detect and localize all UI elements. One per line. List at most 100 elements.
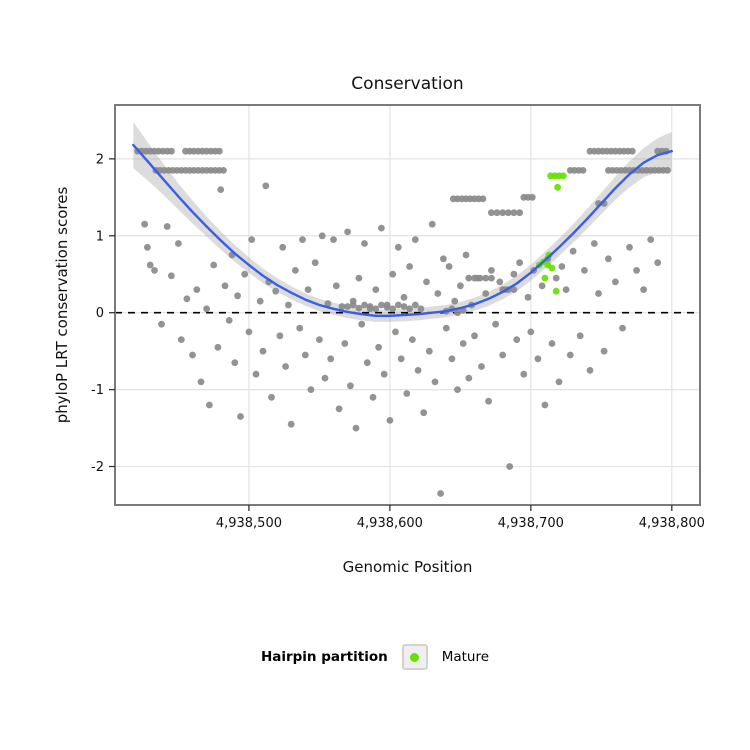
scatter-point-hairpin [640,286,647,293]
scatter-point-hairpin [527,328,535,336]
chart-title: Conservation [351,74,464,94]
scatter-point-hairpin [141,220,149,228]
scatter-point-hairpin [465,374,473,382]
scatter-point-hairpin [457,282,464,290]
scatter-point-hairpin [488,209,495,217]
scatter-point-hairpin [383,301,391,309]
scatter-point-hairpin [168,272,175,280]
scatter-point-hairpin [355,274,363,282]
scatter-point-hairpin [285,301,292,309]
scatter-point-hairpin [193,286,201,293]
scatter-point-hairpin [168,147,175,155]
x-axis-label: Genomic Position [342,558,473,576]
legend-title: Hairpin partition [260,649,388,665]
scatter-point-hairpin [619,324,626,332]
scatter-point-hairpin [144,243,151,251]
scatter-point-hairpin [262,182,270,190]
x-tick-label: 4,938,700 [498,516,564,531]
scatter-point-hairpin [552,274,560,282]
scatter-point-hairpin [524,293,532,301]
scatter-point-hairpin [647,236,655,244]
scatter-point-hairpin [431,378,439,386]
scatter-point-hairpin [516,209,523,217]
scatter-point-hairpin [332,282,340,290]
scatter-point-hairpin [451,297,459,305]
scatter-point-hairpin [664,167,671,174]
scatter-point-hairpin [605,255,612,263]
scatter-point-hairpin [600,347,608,355]
scatter-point-hairpin [654,259,662,267]
scatter-point-hairpin [220,167,227,174]
scatter-point-hairpin [434,290,442,297]
scatter-point-hairpin [513,336,521,343]
scatter-point-hairpin [386,417,394,424]
scatter-point-hairpin [579,167,587,174]
scatter-point-hairpin [492,320,499,328]
scatter-point-hairpin [369,393,377,401]
scatter-point-hairpin [454,309,461,317]
panel-border [114,104,701,506]
scatter-point-hairpin [590,240,598,247]
scatter-point-hairpin [296,324,304,332]
scatter-point-hairpin [210,261,218,269]
scatter-point-hairpin [287,420,295,428]
scatter-point-hairpin [335,405,343,413]
legend-key-mature [401,644,428,670]
y-axis-label: phyloP LRT conservation scores [53,186,71,424]
scatter-point-hairpin [411,301,419,309]
scatter-point-hairpin [510,209,518,217]
scatter-point-hairpin [304,286,312,293]
scatter-point-hairpin [177,336,185,343]
scatter-point-hairpin [488,267,495,274]
plot-panel [115,105,700,505]
scatter-point-hairpin [442,324,450,332]
scatter-point-hairpin [428,220,436,228]
scatter-point-hairpin [465,274,473,282]
scatter-point-hairpin [406,263,413,270]
scatter-point-hairpin [311,259,319,267]
scatter-point-hairpin [581,267,588,274]
scatter-point-mature [552,287,560,295]
scatter-point-hairpin [425,347,433,355]
scatter-point-hairpin [366,305,374,313]
scatter-point-hairpin [151,267,158,274]
scatter-point-hairpin [482,290,490,297]
scatter-point-hairpin [506,463,514,470]
scatter-point-hairpin [324,300,332,307]
legend: Hairpin partition Mature [0,640,750,674]
scatter-point-hairpin [548,340,556,347]
scatter-point-hairpin [316,336,323,343]
scatter-point-hairpin [215,147,223,155]
x-tick-label: 4,938,600 [357,516,423,531]
scatter-point-hairpin [389,270,397,278]
scatter-point-hairpin [206,401,213,409]
y-tick-label: 1 [96,229,104,244]
scatter-point-hairpin [248,236,256,244]
scatter-point-hairpin [411,236,419,244]
scatter-point-hairpin [448,355,456,363]
scatter-point-hairpin [292,267,299,274]
scatter-point-hairpin [146,261,154,269]
scatter-point-hairpin [520,370,528,378]
y-tick-label: -1 [91,383,104,398]
scatter-point-hairpin [189,351,196,359]
scatter-point-hairpin [400,303,408,310]
scatter-point-hairpin [221,282,229,290]
scatter-point-hairpin [344,228,351,236]
scatter-point-hairpin [217,186,225,194]
scatter-point-hairpin [612,278,619,286]
scatter-point-hairpin [555,378,563,386]
scatter-point-hairpin [237,413,244,420]
scatter-point-hairpin [268,393,275,401]
scatter-point-mature [554,183,561,191]
scatter-point-hairpin [375,343,382,351]
scatter-point-hairpin [301,351,309,359]
scatter-point-hairpin [516,259,523,267]
scatter-point-hairpin [372,305,380,313]
scatter-point-hairpin [440,255,447,263]
scatter-point-hairpin [479,195,487,203]
smooth-curve [132,143,673,317]
scatter-point-hairpin [417,305,425,313]
scatter-point-hairpin [409,336,416,343]
